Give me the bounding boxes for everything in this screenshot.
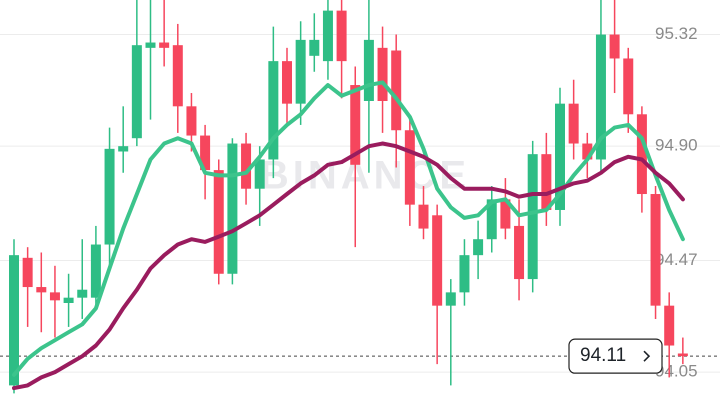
candle-body	[677, 353, 688, 357]
last-price-badge: 94.11	[568, 338, 663, 374]
candle-body	[172, 45, 183, 107]
candle-body	[36, 287, 47, 293]
candle-body	[90, 244, 101, 298]
candle-body	[227, 143, 238, 274]
candle-body	[473, 239, 484, 256]
candle-body	[418, 204, 429, 229]
candle-body	[609, 34, 620, 59]
moving-average-line	[12, 80, 685, 377]
candle-body	[664, 305, 675, 346]
candle-body	[295, 39, 306, 104]
y-tick-label: 95.32	[655, 24, 698, 43]
candle-body	[118, 146, 129, 152]
candle-body	[500, 199, 511, 229]
candle-body	[377, 47, 388, 101]
candle-body	[282, 61, 292, 104]
candle-body	[322, 10, 333, 62]
candle-body	[582, 143, 593, 160]
candle-body	[49, 292, 60, 301]
candle-body	[404, 130, 415, 205]
chevron-icon	[643, 350, 651, 362]
candle-body	[104, 148, 115, 245]
candle-body	[568, 103, 579, 144]
candle-body	[336, 10, 347, 62]
candle-body	[77, 289, 88, 298]
candle-body	[9, 255, 19, 386]
last-price-label: 94.11	[580, 345, 626, 366]
candle-body	[595, 34, 606, 160]
candle-body	[22, 257, 33, 288]
candle-body	[350, 85, 361, 165]
candle-body	[514, 225, 525, 280]
candle-body	[459, 255, 470, 293]
moving-average-line	[12, 141, 685, 391]
candle-body	[145, 42, 156, 48]
candle-body	[200, 135, 211, 171]
candle-body	[527, 154, 538, 280]
candle-body	[636, 114, 647, 195]
candle-body	[363, 39, 374, 101]
candle-body	[391, 50, 402, 131]
candle-body	[254, 159, 265, 189]
candle-body	[131, 45, 142, 139]
candle-body	[213, 170, 224, 274]
candle-body	[432, 215, 443, 306]
candle-body	[186, 106, 197, 136]
candle-body	[268, 61, 279, 160]
candle-body	[650, 194, 661, 306]
candle-body	[555, 103, 565, 210]
y-tick-label: 94.05	[655, 362, 698, 381]
y-tick-label: 94.47	[655, 250, 698, 269]
candle-body	[445, 292, 456, 306]
candle-body	[159, 42, 170, 48]
candle-body	[486, 199, 497, 240]
candle-body	[241, 143, 252, 189]
candle-body	[63, 297, 74, 303]
candle-body	[623, 58, 634, 115]
candle-body	[309, 39, 320, 56]
y-tick-label: 94.90	[655, 136, 698, 155]
candle-body	[541, 154, 552, 210]
badge-box	[568, 338, 663, 374]
